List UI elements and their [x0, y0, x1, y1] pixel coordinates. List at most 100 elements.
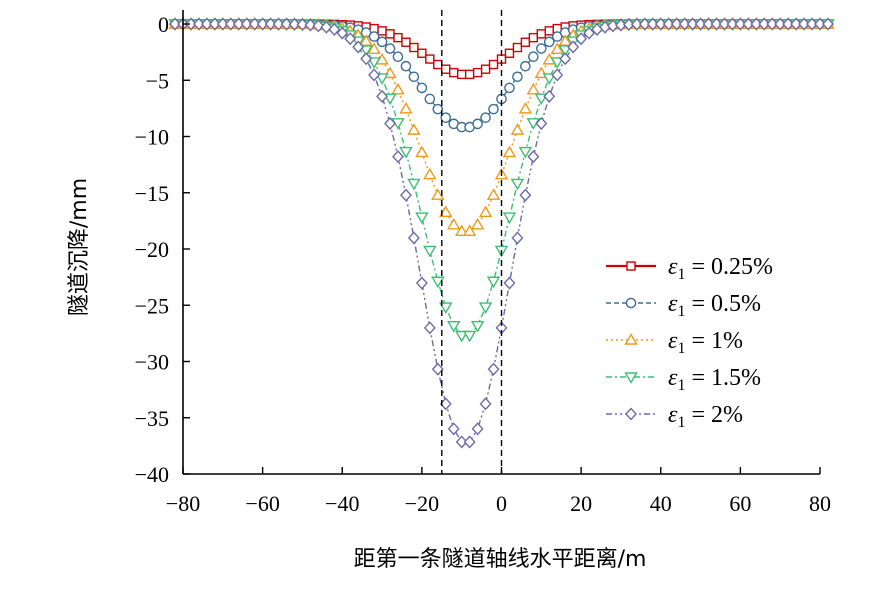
data-point: [543, 36, 555, 48]
data-point: [439, 302, 453, 314]
x-tick-label: 20: [570, 491, 592, 516]
data-point: [790, 17, 803, 31]
data-point: [425, 54, 435, 64]
data-point: [185, 17, 197, 31]
data-point: [447, 321, 461, 333]
data-point: [567, 40, 580, 54]
x-axis-title: 距第一条隧道轴线水平距离/m: [354, 547, 647, 572]
data-point: [472, 118, 483, 130]
data-point: [678, 17, 691, 31]
data-point: [774, 17, 787, 31]
data-point: [480, 112, 491, 123]
data-point: [400, 60, 412, 72]
data-point: [441, 64, 451, 74]
data-point: [583, 26, 596, 40]
data-point: [462, 224, 477, 236]
data-point: [417, 48, 427, 58]
legend-entry-3: ε1 = 1%: [606, 328, 743, 357]
x-tick-label: 60: [729, 491, 751, 516]
data-point: [630, 17, 643, 31]
data-point: [384, 43, 396, 54]
legend-marker: [626, 261, 636, 271]
data-point: [536, 29, 547, 39]
y-tick-label: −40: [135, 462, 169, 487]
data-point: [375, 73, 389, 85]
data-point: [432, 103, 444, 115]
data-point: [559, 52, 572, 66]
data-point: [486, 188, 501, 200]
legend-marker: [625, 407, 637, 421]
data-point: [408, 71, 420, 83]
data-point: [415, 276, 428, 290]
data-point: [256, 17, 269, 31]
data-point: [510, 178, 525, 191]
data-point: [424, 93, 436, 105]
legend-marker: [625, 297, 637, 309]
data-point: [822, 17, 834, 31]
data-point: [734, 17, 747, 31]
data-point: [431, 276, 445, 289]
data-point: [550, 57, 564, 69]
data-point: [622, 17, 635, 32]
data-point: [503, 276, 516, 290]
reference-lines: [441, 10, 503, 474]
data-point: [393, 32, 403, 43]
data-point: [480, 64, 491, 74]
data-point: [462, 330, 477, 343]
data-point: [200, 17, 213, 31]
data-point: [488, 59, 499, 70]
data-point: [439, 205, 453, 218]
data-point: [169, 17, 181, 31]
data-point: [377, 26, 387, 36]
data-point: [415, 145, 429, 158]
data-point: [423, 321, 436, 335]
data-point: [336, 26, 349, 40]
legend-label: ε1 = 0.25%: [668, 254, 773, 283]
data-point: [478, 302, 493, 314]
data-point: [502, 212, 517, 224]
data-point: [520, 60, 531, 72]
data-point: [512, 42, 523, 53]
data-point: [216, 17, 229, 31]
data-point: [463, 435, 476, 449]
data-point: [399, 101, 413, 114]
data-point: [359, 45, 373, 57]
data-point: [288, 17, 301, 31]
data-point: [440, 112, 452, 123]
data-point: [367, 57, 381, 69]
data-point: [575, 32, 588, 46]
data-point: [536, 43, 547, 54]
legend-entry-2: ε1 = 0.5%: [606, 291, 761, 320]
data-point: [646, 17, 659, 31]
data-point: [527, 150, 540, 164]
data-point: [510, 123, 525, 135]
legend: ε1 = 0.25% ε1 = 0.5% ε1 = 1% ε1 = 1.5% ε1 = …: [606, 254, 773, 431]
data-point: [344, 32, 357, 46]
data-point: [511, 231, 524, 245]
data-point: [544, 26, 554, 36]
data-point: [726, 17, 739, 31]
y-tick-label: −10: [135, 125, 169, 150]
x-tick-label: −40: [325, 491, 359, 516]
data-point: [528, 51, 539, 63]
data-point: [415, 212, 429, 224]
data-point: [519, 188, 532, 202]
legend-label: ε1 = 1.5%: [668, 365, 761, 394]
data-point: [433, 59, 443, 70]
x-tick-label: −20: [405, 491, 439, 516]
data-point: [814, 17, 826, 31]
y-tick-label: −25: [135, 293, 169, 318]
data-point: [407, 123, 421, 135]
legend-label: ε1 = 0.5%: [668, 291, 761, 320]
data-point: [487, 362, 500, 376]
data-point: [240, 17, 253, 31]
data-point: [502, 145, 517, 158]
data-point: [718, 17, 731, 31]
data-point: [472, 67, 483, 78]
data-point: [384, 116, 396, 131]
data-point: [638, 17, 651, 31]
data-point: [528, 32, 539, 43]
data-point: [431, 188, 445, 200]
data-point: [526, 82, 541, 95]
data-point: [702, 17, 715, 31]
